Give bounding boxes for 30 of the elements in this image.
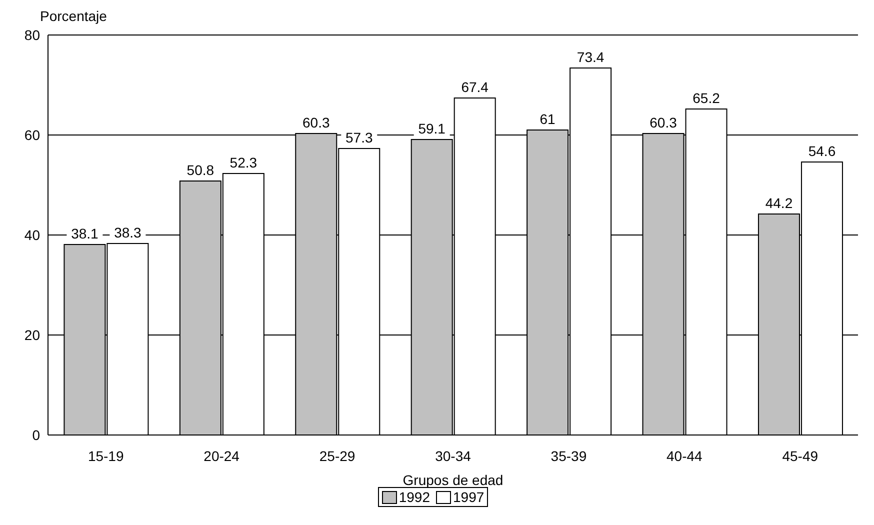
- y-axis-title: Porcentaje: [40, 8, 107, 24]
- legend-label: 1992: [398, 489, 430, 505]
- data-label: 60.3: [302, 114, 330, 130]
- y-tick-label: 80: [24, 26, 40, 43]
- data-label: 38.3: [114, 224, 142, 240]
- x-tick-label: 40-44: [666, 448, 703, 464]
- legend-label: 1997: [452, 489, 484, 505]
- data-label: 44.2: [765, 195, 793, 211]
- data-label: 38.1: [71, 226, 99, 242]
- data-label: 52.3: [230, 154, 258, 170]
- x-tick-label: 15-19: [88, 448, 124, 464]
- data-label: 54.6: [808, 143, 836, 159]
- data-label: 67.4: [461, 79, 489, 95]
- data-label: 65.2: [692, 90, 720, 106]
- x-axis-title: Grupos de edad: [402, 472, 504, 488]
- x-tick-label: 30-34: [435, 448, 472, 464]
- data-label: 73.4: [576, 49, 604, 65]
- y-tick-label: 0: [32, 426, 40, 443]
- y-tick-label: 40: [24, 226, 40, 243]
- data-label: 61: [540, 111, 556, 127]
- x-tick-label: 25-29: [319, 448, 356, 464]
- x-tick-label: 45-49: [782, 448, 818, 464]
- x-tick-label: 35-39: [550, 448, 587, 464]
- x-tick-label: 20-24: [204, 448, 240, 464]
- y-tick-label: 60: [24, 126, 40, 143]
- data-label: 50.8: [186, 162, 214, 178]
- data-label: 57.3: [346, 130, 373, 146]
- data-label: 60.3: [650, 114, 678, 130]
- y-tick-label: 20: [24, 326, 40, 343]
- data-label: 59.1: [418, 120, 446, 136]
